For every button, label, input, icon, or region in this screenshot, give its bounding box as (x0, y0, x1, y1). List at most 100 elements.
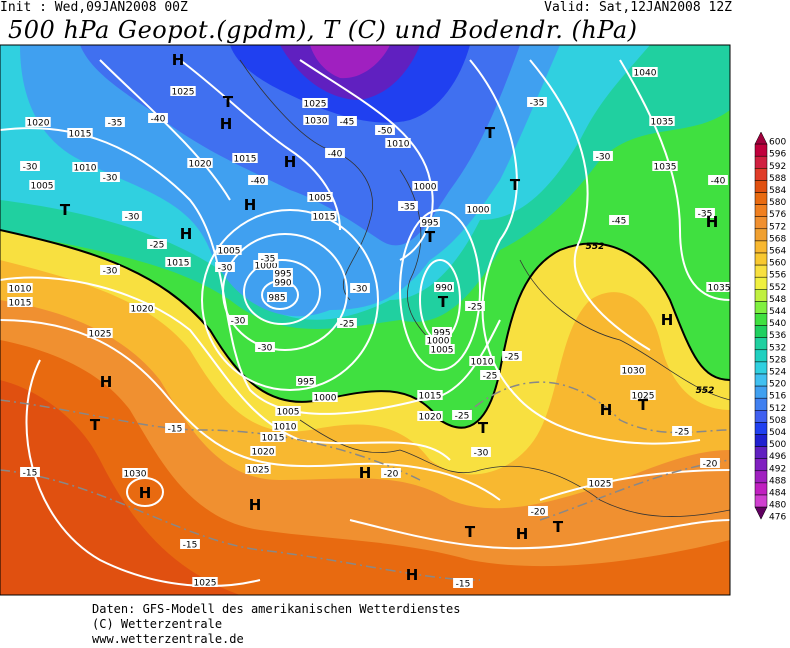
contour-label: -30 (218, 264, 233, 274)
contour-label: 1020 (189, 160, 212, 170)
field (310, 45, 390, 79)
pressure-center: H (516, 525, 529, 543)
pressure-center: H (180, 225, 193, 243)
contour-label: -20 (703, 460, 718, 470)
label-box (381, 468, 401, 478)
label-box (258, 253, 278, 263)
contour-label: 1005 (31, 182, 54, 192)
label-box (302, 98, 328, 108)
contour-label: -30 (353, 285, 368, 295)
contour-label: -30 (596, 153, 611, 163)
colorbar-swatch (754, 337, 768, 351)
contour-label: -30 (103, 174, 118, 184)
colorbar-label: 588 (769, 174, 786, 184)
label-box (228, 315, 248, 325)
pressure-center: H (706, 213, 719, 231)
isobar (0, 276, 451, 461)
colorbar-swatch (754, 228, 768, 242)
contour-label: -15 (168, 425, 183, 435)
contour-label: 1020 (131, 305, 154, 315)
label-box (165, 423, 185, 433)
contour-label: 1000 (414, 183, 437, 193)
isobar (619, 59, 730, 301)
contour-label: 1010 (387, 140, 410, 150)
label-box (465, 301, 485, 311)
contour-label: 1025 (247, 466, 270, 476)
colorbar-label: 596 (769, 150, 786, 160)
label-box (122, 468, 148, 478)
label-box (267, 292, 287, 302)
colorbar: 600 596 592 588 584 580 576 572 568 564 560 556 552 5… (754, 131, 786, 523)
label-box (260, 432, 286, 442)
pressure-center: T (638, 396, 649, 414)
pressure-center: H (220, 115, 233, 133)
label-box (425, 335, 451, 345)
contour-label: -30 (474, 449, 489, 459)
colorbar-swatch (754, 264, 768, 278)
contour-label: 1005 (277, 408, 300, 418)
contour-label: 1030 (622, 367, 645, 377)
label-box (609, 215, 629, 225)
contour-label: 552 (696, 386, 715, 396)
colorbar-label: 552 (769, 283, 786, 293)
label-box (20, 467, 40, 477)
colorbar-swatch (754, 240, 768, 254)
label-box (187, 158, 213, 168)
label-box (20, 161, 40, 171)
label-box (593, 151, 613, 161)
colorbar-swatch (754, 252, 768, 266)
colorbar-label: 576 (769, 210, 786, 220)
label-box (250, 446, 276, 456)
pressure-center: H (249, 496, 262, 514)
valid-time: Valid: Sat,12JAN2008 12Z (544, 0, 732, 15)
colorbar-label: 508 (769, 416, 786, 426)
contour-label: 1005 (431, 346, 454, 356)
field (0, 380, 240, 595)
label-box (429, 344, 455, 354)
colorbar-label: 496 (769, 452, 786, 462)
label-box (253, 260, 279, 270)
contour-label: -25 (505, 353, 520, 363)
contour-label: -35 (108, 119, 123, 129)
label-box (453, 578, 473, 588)
label-box (273, 268, 293, 278)
contour-label: 1015 (262, 434, 285, 444)
colorbar-swatch (754, 373, 768, 387)
contour-label: 995 (297, 378, 314, 388)
colorbar-swatch (754, 131, 768, 145)
pressure-center: H (244, 196, 257, 214)
contour-label: -40 (328, 150, 343, 160)
label-box (649, 116, 675, 126)
map-frame (0, 44, 731, 596)
colorbar-label: 504 (769, 428, 786, 438)
isobar (179, 59, 341, 231)
pressure-center: T (510, 176, 521, 194)
contour-label: 1025 (632, 392, 655, 402)
contour-label: 995 (274, 270, 291, 280)
colorbar-swatch (754, 397, 768, 411)
footer-line: (C) Wetterzentrale (92, 617, 223, 631)
colorbar-swatch (754, 143, 768, 157)
label-box (502, 351, 522, 361)
colorbar-label: 584 (769, 186, 786, 196)
contour-label: 1010 (9, 285, 32, 295)
contour-label: 1025 (194, 579, 217, 589)
colorbar-swatch (754, 180, 768, 193)
isobar (539, 469, 730, 501)
label-box (672, 426, 692, 436)
label-box (180, 539, 200, 549)
colorbar-swatch (754, 168, 768, 181)
label-box (417, 411, 443, 421)
label-box (275, 406, 301, 416)
colorbar-label: 500 (769, 440, 786, 450)
colorbar-swatch (754, 434, 768, 447)
contour-label: -15 (183, 541, 198, 551)
contour-label: -35 (261, 255, 276, 265)
colorbar-swatch (754, 204, 768, 217)
label-box (273, 277, 293, 287)
colorbar-swatch (754, 385, 768, 399)
contour-label: 1030 (124, 470, 147, 480)
label-box (170, 86, 196, 96)
